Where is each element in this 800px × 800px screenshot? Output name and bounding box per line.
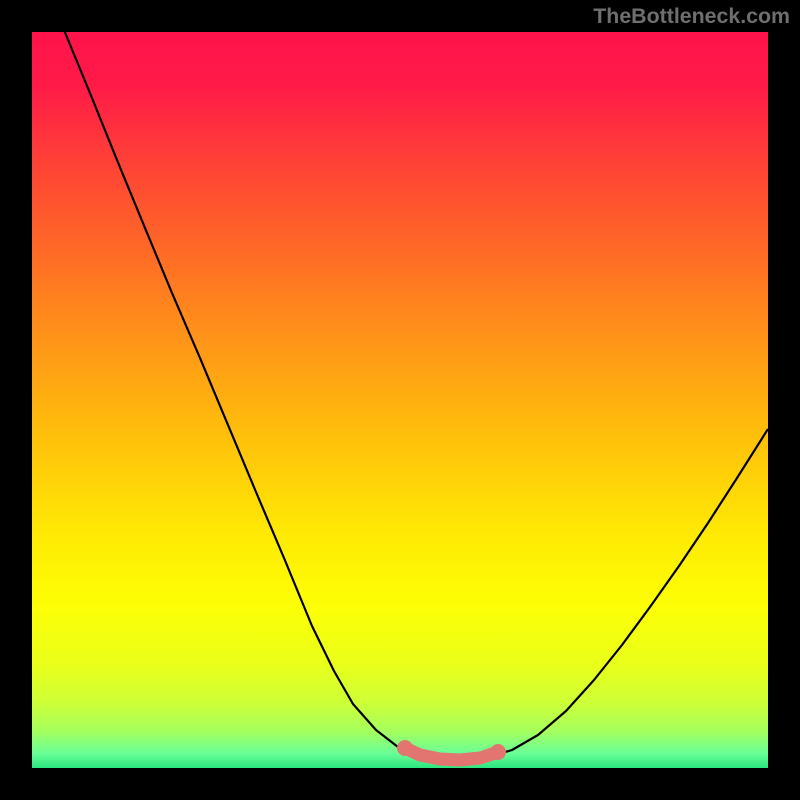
gradient-background: [32, 32, 768, 768]
highlight-dot-start: [397, 740, 413, 756]
plot-frame: [32, 32, 768, 768]
chart-container: TheBottleneck.com: [0, 0, 800, 800]
highlight-dot-end: [490, 744, 506, 760]
chart-svg: [32, 32, 768, 768]
watermark-text: TheBottleneck.com: [593, 4, 790, 29]
